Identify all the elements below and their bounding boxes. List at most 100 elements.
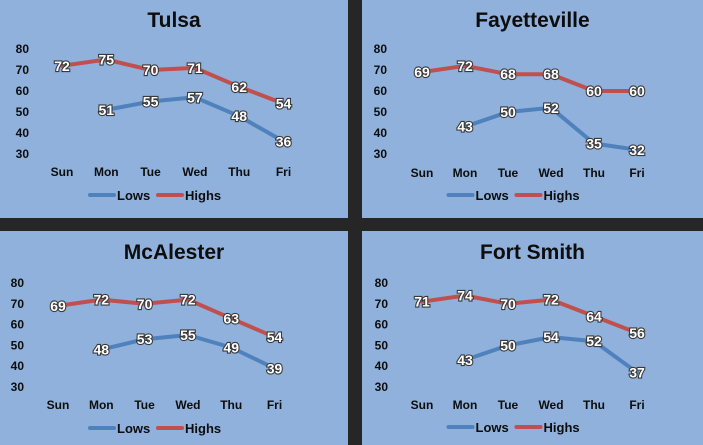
data-label-highs: 56 <box>629 325 645 341</box>
y-tick-label: 40 <box>374 126 388 140</box>
series-line-highs <box>420 293 639 335</box>
y-tick-label: 80 <box>375 276 389 290</box>
x-tick-label-fri: Fri <box>267 398 282 412</box>
chart-title: Fayetteville <box>475 9 589 32</box>
data-label-highs: 62 <box>231 79 247 95</box>
data-label-highs: 70 <box>143 62 159 78</box>
y-tick-label: 60 <box>375 318 389 332</box>
x-tick-label-thu: Thu <box>220 398 242 412</box>
data-label-highs: 72 <box>54 58 70 74</box>
series-line-lows <box>463 335 639 375</box>
x-tick-label-sun: Sun <box>411 398 434 412</box>
x-tick-label-mon: Mon <box>89 398 114 412</box>
chart-panel-mcalester: McAlester 80 70 60 50 40 30 Sun Mon Tue Wed Thu Fri 4… <box>0 231 348 445</box>
data-label-highs: 60 <box>586 83 602 99</box>
data-label-lows: 48 <box>231 108 247 124</box>
x-tick-label-tue: Tue <box>134 398 155 412</box>
legend-label-highs: Highs <box>185 188 221 203</box>
data-label-highs: 54 <box>276 96 292 112</box>
x-tick-label-fri: Fri <box>629 398 644 412</box>
data-label-lows: 52 <box>586 333 602 349</box>
legend-label-highs: Highs <box>544 420 580 435</box>
data-label-lows: 50 <box>500 337 516 353</box>
x-tick-label-sun: Sun <box>47 398 70 412</box>
data-label-highs: 74 <box>457 287 473 303</box>
data-label-highs: 70 <box>500 296 516 312</box>
data-label-highs: 71 <box>414 294 430 310</box>
y-tick-label: 70 <box>16 63 30 77</box>
legend-label-lows: Lows <box>117 188 150 203</box>
y-tick-label: 30 <box>11 380 25 394</box>
chart-panel-fort-smith: Fort Smith 80 70 60 50 40 30 Sun Mon Tue Wed Thu Fri… <box>362 231 703 445</box>
series-line-lows <box>104 95 286 144</box>
y-tick-label: 50 <box>374 105 388 119</box>
x-tick-label-sun: Sun <box>51 165 74 179</box>
y-tick-label: 50 <box>375 338 389 352</box>
series-line-highs <box>56 297 277 340</box>
data-label-highs: 72 <box>94 292 110 308</box>
data-label-lows: 55 <box>180 327 196 343</box>
data-label-highs: 60 <box>629 83 645 99</box>
y-tick-label: 30 <box>374 147 388 161</box>
x-tick-label-wed: Wed <box>538 398 563 412</box>
y-tick-label: 60 <box>16 84 30 98</box>
data-label-lows: 53 <box>137 331 153 347</box>
x-tick-label-thu: Thu <box>583 398 605 412</box>
x-tick-label-mon: Mon <box>453 166 478 180</box>
x-tick-label-thu: Thu <box>583 166 605 180</box>
data-label-lows: 54 <box>543 329 559 345</box>
data-label-lows: 49 <box>223 339 239 355</box>
legend-label-lows: Lows <box>476 188 509 203</box>
y-tick-label: 60 <box>11 318 25 332</box>
data-label-highs: 71 <box>187 60 203 76</box>
series-line-highs <box>60 57 286 106</box>
legend-label-highs: Highs <box>544 188 580 203</box>
y-tick-label: 70 <box>374 63 388 77</box>
y-tick-label: 70 <box>375 297 389 311</box>
data-label-lows: 57 <box>187 89 203 105</box>
data-label-highs: 54 <box>267 329 283 345</box>
chart-title: McAlester <box>124 241 224 264</box>
x-tick-label-tue: Tue <box>498 398 519 412</box>
chart-svg: McAlester 80 70 60 50 40 30 Sun Mon Tue Wed Thu Fri 4… <box>11 241 284 436</box>
y-tick-label: 30 <box>375 380 389 394</box>
data-label-lows: 52 <box>543 100 559 116</box>
legend-label-highs: Highs <box>185 421 221 436</box>
data-label-highs: 64 <box>586 308 602 324</box>
data-label-highs: 72 <box>543 292 559 308</box>
y-tick-label: 40 <box>11 359 25 373</box>
data-label-lows: 48 <box>94 342 110 358</box>
x-tick-label-fri: Fri <box>629 166 644 180</box>
legend-label-lows: Lows <box>476 420 509 435</box>
x-tick-label-wed: Wed <box>538 166 563 180</box>
data-label-lows: 43 <box>457 352 473 368</box>
y-tick-label: 50 <box>11 338 25 352</box>
x-tick-label-fri: Fri <box>276 165 291 179</box>
data-label-highs: 68 <box>500 66 516 82</box>
data-label-lows: 55 <box>143 94 159 110</box>
y-tick-label: 30 <box>16 147 30 161</box>
x-tick-label-sun: Sun <box>411 166 434 180</box>
data-label-lows: 32 <box>629 142 645 158</box>
data-label-highs: 70 <box>137 296 153 312</box>
data-label-lows: 43 <box>457 119 473 135</box>
x-tick-label-tue: Tue <box>498 166 519 180</box>
series-line-lows <box>463 105 639 152</box>
data-label-highs: 72 <box>180 292 196 308</box>
y-tick-label: 40 <box>16 126 30 140</box>
x-tick-label-tue: Tue <box>140 165 161 179</box>
chart-panel-fayetteville: Fayetteville 80 70 60 50 40 30 Sun Mon Tue Wed Thu F… <box>362 0 703 218</box>
data-label-highs: 68 <box>543 66 559 82</box>
data-label-lows: 36 <box>276 133 292 149</box>
x-tick-label-mon: Mon <box>94 165 119 179</box>
x-tick-label-wed: Wed <box>175 398 200 412</box>
data-label-lows: 50 <box>500 104 516 120</box>
x-tick-label-mon: Mon <box>453 398 478 412</box>
data-label-highs: 69 <box>414 64 430 80</box>
chart-title: Fort Smith <box>480 241 585 264</box>
chart-svg: Fort Smith 80 70 60 50 40 30 Sun Mon Tue Wed Thu Fri… <box>375 241 646 435</box>
data-label-highs: 72 <box>457 58 473 74</box>
data-label-lows: 35 <box>586 136 602 152</box>
y-tick-label: 80 <box>16 42 30 56</box>
data-label-highs: 63 <box>223 310 239 326</box>
